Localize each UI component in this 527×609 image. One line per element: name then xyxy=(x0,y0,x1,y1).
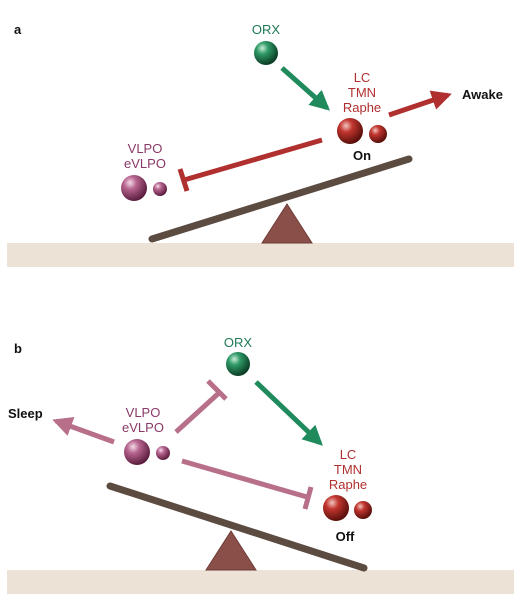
inhibition-line-orx-b xyxy=(174,390,222,434)
inhibition-bar-wake-b xyxy=(302,486,314,510)
sleep-node-small-a xyxy=(153,182,167,196)
evlpo-label-a: eVLPO xyxy=(124,156,166,171)
awake-arrow-a xyxy=(388,90,452,118)
sleep-node-large-b xyxy=(124,439,150,465)
wake-node-small-b xyxy=(354,501,372,519)
ground-a xyxy=(7,243,514,267)
state-label-a: On xyxy=(352,148,372,163)
orx-label-a: ORX xyxy=(251,22,281,37)
panel-label-b: b xyxy=(14,341,22,356)
wake-node-large-b xyxy=(323,495,349,521)
fulcrum-a xyxy=(261,203,313,244)
sleep-node-small-b xyxy=(156,446,170,460)
vlpo-label-b: VLPO xyxy=(125,405,161,420)
vlpo-label-a: VLPO xyxy=(127,141,163,156)
lc-label-b: LC xyxy=(339,447,357,462)
wake-nuclei-label-b: LC TMN Raphe xyxy=(326,447,370,492)
panel-label-a: a xyxy=(14,22,22,37)
evlpo-label-b: eVLPO xyxy=(122,420,164,435)
wake-node-small-a xyxy=(369,125,387,143)
sleep-node-large-a xyxy=(121,175,147,201)
wake-node-large-a xyxy=(337,118,363,144)
tmn-label-a: TMN xyxy=(347,85,377,100)
raphe-label-a: Raphe xyxy=(342,100,382,115)
orx-activation-arrow-a xyxy=(280,66,330,111)
orx-activation-arrow-b xyxy=(254,380,323,446)
inhibition-bar-orx-b xyxy=(206,379,228,401)
raphe-label-b: Raphe xyxy=(328,477,368,492)
orx-node-a xyxy=(254,41,278,65)
lc-label-a: LC xyxy=(353,70,371,85)
tmn-label-b: TMN xyxy=(333,462,363,477)
seesaw-beam-b xyxy=(106,482,368,572)
inhibition-bar-a xyxy=(177,168,190,192)
inhibition-line-a xyxy=(183,137,323,183)
state-label-b: Off xyxy=(335,529,355,544)
orx-node-b xyxy=(226,352,250,376)
sleep-arrow-b xyxy=(52,417,115,445)
inhibition-line-wake-b xyxy=(181,458,308,500)
awake-label-a: Awake xyxy=(462,87,503,102)
wake-nuclei-label-a: LC TMN Raphe xyxy=(340,70,384,115)
sleep-nuclei-label-b: VLPO eVLPO xyxy=(118,405,168,435)
sleep-label-b: Sleep xyxy=(8,406,43,421)
fulcrum-b xyxy=(205,530,257,571)
seesaw-beam-a xyxy=(148,155,413,243)
ground-b xyxy=(7,570,514,594)
sleep-nuclei-label-a: VLPO eVLPO xyxy=(120,141,170,171)
orx-label-b: ORX xyxy=(223,335,253,350)
